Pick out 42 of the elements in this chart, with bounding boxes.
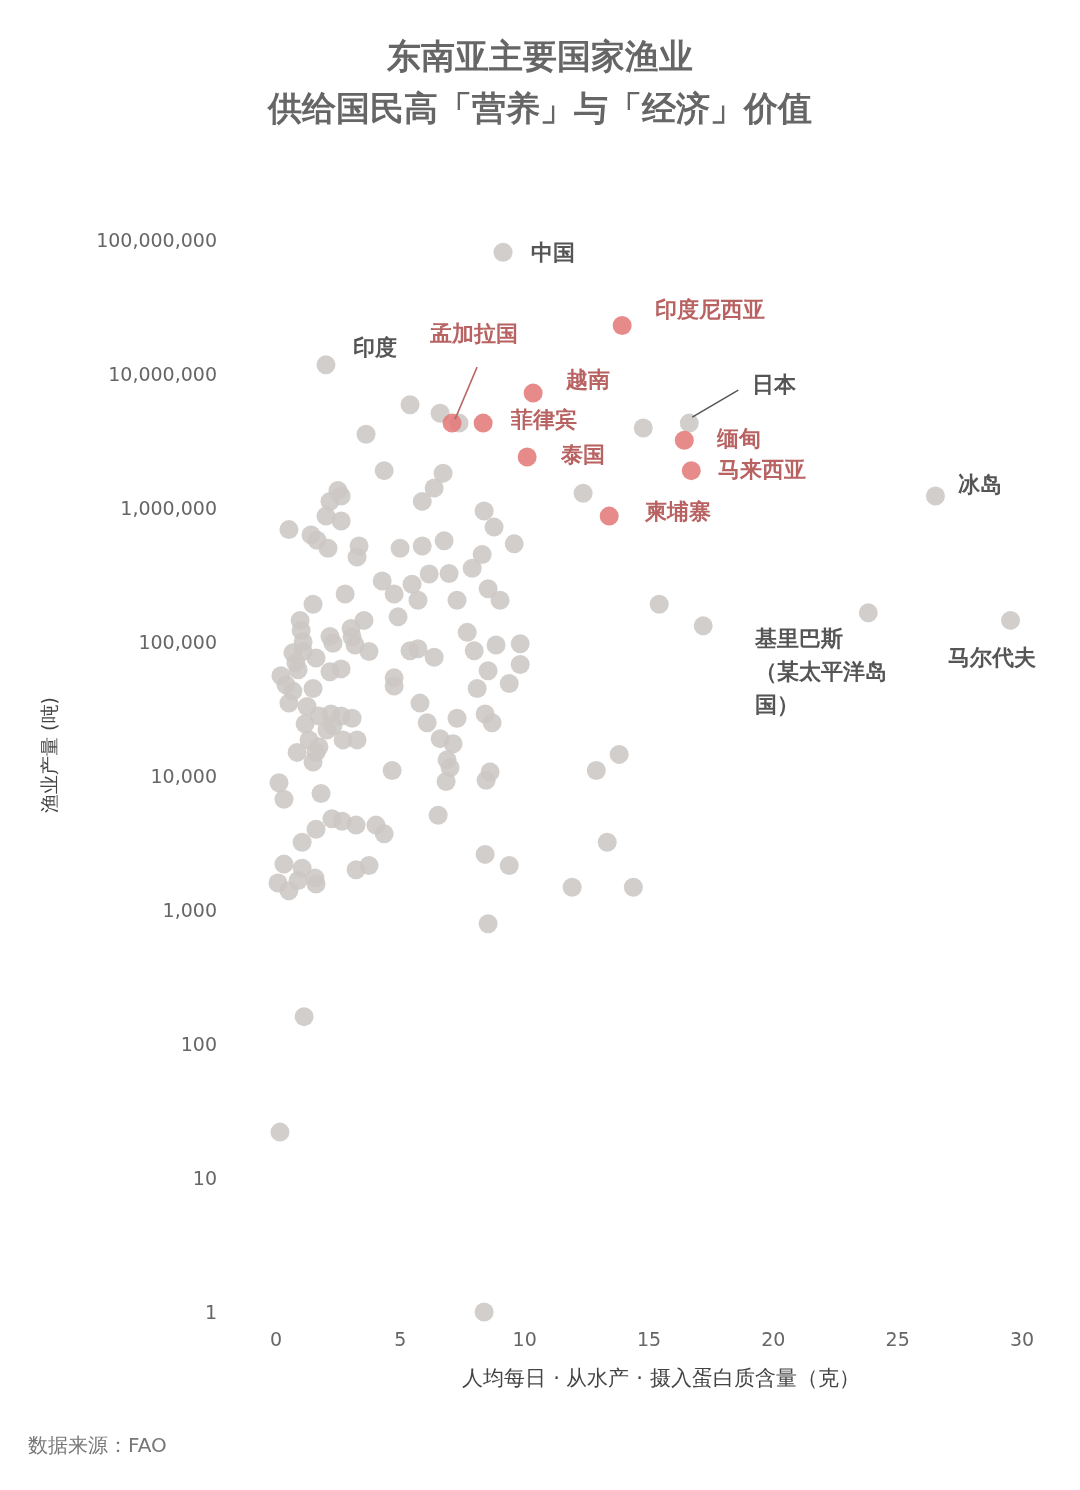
y-tick-label: 1,000,000: [120, 496, 217, 519]
annotation: 冰岛: [958, 471, 1003, 497]
annotation: 日本: [752, 371, 798, 397]
x-axis-title: 人均每日 · 从水产 · 摄入蛋白质含量（克）: [462, 1366, 860, 1390]
y-tick-label: 10,000,000: [108, 362, 217, 385]
annotation: 孟加拉国: [429, 320, 519, 346]
annotation: 印度: [352, 334, 397, 360]
y-axis-title: 渔业产量 (吨): [38, 697, 60, 813]
annotation: 中国: [531, 239, 576, 265]
y-tick-label: 100,000,000: [96, 228, 217, 251]
x-tick-label: 15: [636, 1328, 662, 1350]
annotation: 越南: [565, 366, 611, 392]
annotation: 柬埔寨: [644, 498, 712, 524]
annotation: 印度尼西亚: [655, 297, 766, 323]
chart-title: 东南亚主要国家渔业供给国民高「营养」与「经济」价值: [267, 36, 812, 128]
x-tick-label: 25: [885, 1328, 910, 1350]
y-tick-label: 100: [180, 1032, 217, 1055]
y-tick-label: 1: [204, 1300, 217, 1323]
point: [674, 430, 694, 450]
source-note: 数据来源：FAO: [28, 1433, 167, 1457]
annotation: 菲律宾: [510, 406, 578, 432]
y-tick-label: 100,000: [138, 630, 217, 653]
y-tick-label: 10: [192, 1166, 217, 1189]
x-tick-label: 30: [1009, 1328, 1035, 1350]
x-tick-label: 5: [394, 1328, 407, 1350]
point: [681, 461, 701, 481]
point: [599, 506, 619, 526]
point: [442, 413, 462, 433]
y-tick-label: 10,000: [150, 764, 217, 787]
point: [612, 316, 632, 336]
annotation: 缅甸: [716, 426, 762, 452]
point: [473, 413, 493, 433]
point: [523, 383, 543, 403]
y-tick-label: 1,000: [162, 898, 217, 921]
annotation: 泰国: [560, 441, 606, 467]
annotation: 马来西亚: [718, 457, 807, 483]
point: [517, 447, 537, 467]
x-tick-label: 20: [761, 1328, 786, 1350]
x-tick-label: 0: [269, 1328, 283, 1350]
annotation: 基里巴斯（某太平洋岛国）: [754, 625, 888, 717]
annotation: 马尔代夫: [947, 645, 1036, 671]
x-tick-label: 10: [512, 1328, 537, 1350]
